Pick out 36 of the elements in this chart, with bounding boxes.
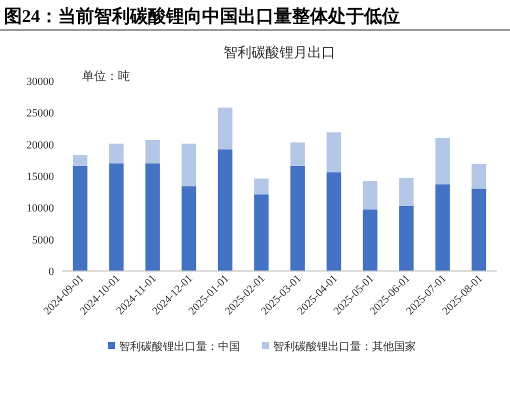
bar [362, 210, 378, 271]
chart-title: 图24：当前智利碳酸锂向中国出口量整体处于低位 [4, 6, 400, 26]
bar [362, 181, 378, 210]
y-tick-label: 25000 [26, 108, 54, 120]
bar [435, 184, 450, 271]
bar [109, 163, 124, 271]
bar [399, 178, 414, 206]
bar [218, 108, 232, 150]
annotation: 单位：吨 [82, 69, 130, 83]
bar [290, 142, 305, 166]
bar [145, 140, 160, 164]
y-tick-label: 10000 [26, 202, 54, 215]
bar [72, 166, 88, 271]
bar [254, 178, 269, 194]
bar [326, 132, 342, 172]
bar [182, 186, 196, 271]
bar [145, 163, 160, 271]
bar [218, 149, 232, 271]
bar [109, 144, 124, 164]
legend-label: 智利碳酸锂出口量：中国 [119, 340, 240, 353]
bar [399, 206, 414, 271]
bar [72, 155, 88, 166]
bar [326, 172, 342, 271]
chart-subtitle: 智利碳酸锂月出口 [224, 45, 336, 61]
legend-label: 智利碳酸锂出口量：其他国家 [273, 340, 416, 353]
bar [182, 144, 196, 186]
y-tick-label: 30000 [26, 76, 54, 88]
y-tick-label: 15000 [26, 171, 54, 183]
bar [254, 194, 269, 271]
bar [472, 164, 486, 189]
y-tick-label: 5000 [32, 234, 54, 246]
y-tick-label: 20000 [26, 139, 54, 152]
y-tick-label: 0 [48, 266, 54, 278]
bar [435, 138, 450, 184]
bar [472, 188, 486, 271]
bar [290, 166, 305, 271]
